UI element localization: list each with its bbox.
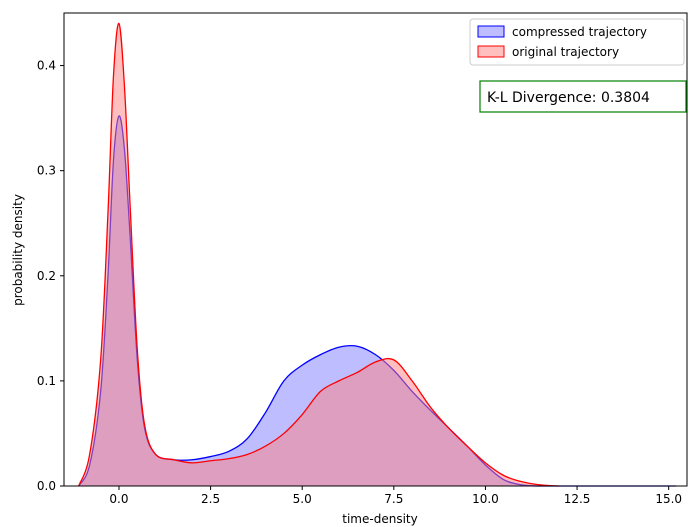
y-axis-label: probability density [11, 194, 25, 306]
density-line-original [78, 22, 559, 487]
legend-label-original: original trajectory [512, 45, 619, 59]
legend-swatch-compressed [477, 25, 505, 38]
x-tick-label: 15.0 [655, 492, 682, 506]
legend: compressed trajectory original trajector… [469, 18, 685, 66]
legend-label-compressed: compressed trajectory [512, 25, 647, 39]
axes-frame [63, 12, 688, 487]
y-tick-label: 0.3 [37, 164, 56, 178]
x-tick-label: 10.0 [472, 492, 499, 506]
y-tick-label: 0.4 [37, 59, 56, 73]
legend-box [469, 18, 685, 66]
kl-divergence-annotation: K-L Divergence: 0.3804 [479, 80, 687, 113]
x-tick-label: 12.5 [564, 492, 591, 506]
y-tick-label: 0.2 [37, 269, 56, 283]
y-tick-label: 0.1 [37, 374, 56, 388]
x-axis-label: time-density [342, 512, 417, 526]
y-axis: 0.0 0.1 0.2 0.3 0.4 [37, 59, 64, 493]
kl-divergence-text: K-L Divergence: 0.3804 [487, 90, 650, 106]
x-tick-label: 2.5 [201, 492, 220, 506]
x-axis: 0.0 2.5 5.0 7.5 10.0 12.5 15.0 [109, 486, 682, 506]
kl-divergence-box [479, 80, 687, 113]
plot-area [78, 22, 677, 487]
x-tick-label: 0.0 [109, 492, 128, 506]
x-tick-label: 5.0 [293, 492, 312, 506]
legend-swatch-original [477, 45, 505, 58]
x-tick-label: 7.5 [384, 492, 403, 506]
y-tick-label: 0.0 [37, 479, 56, 493]
